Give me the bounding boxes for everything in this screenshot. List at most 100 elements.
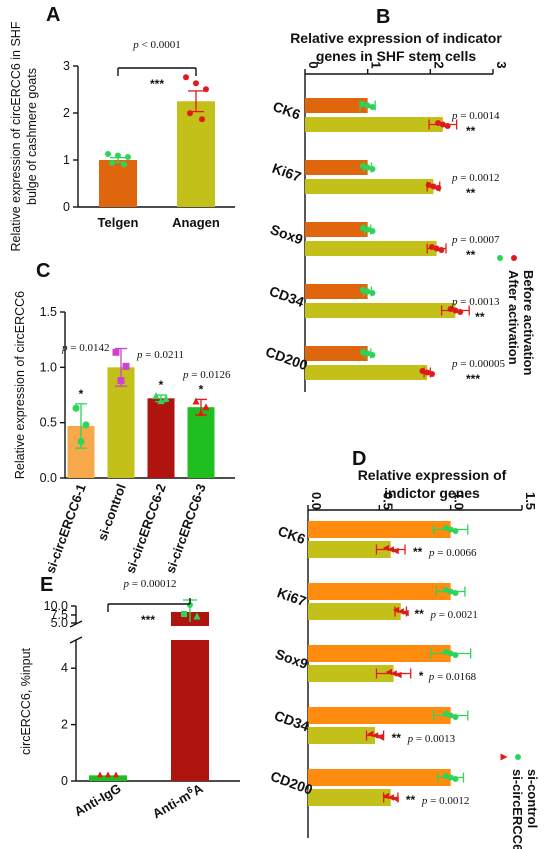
data-point	[193, 80, 199, 87]
data-point	[369, 228, 376, 234]
significance-mark: *	[419, 669, 424, 683]
y-tick-label: Ki67	[270, 160, 303, 185]
y-tick-label: CD34	[267, 283, 306, 310]
data-point	[162, 394, 170, 402]
legend-label: Before activation	[521, 270, 536, 376]
p-value: p = 0.0014	[451, 110, 500, 122]
p-value: p = 0.0013	[407, 733, 456, 745]
data-point	[115, 152, 121, 159]
y-tick-label: Sox9	[273, 646, 310, 673]
data-point	[447, 650, 454, 657]
bar	[187, 407, 215, 478]
p-value: p = 0.0066	[428, 547, 477, 559]
data-point	[157, 397, 165, 405]
chart-title: indictor genes	[384, 485, 480, 501]
x-tick-label: 1.0	[452, 492, 467, 510]
legend-marker	[497, 255, 503, 261]
data-point	[112, 348, 120, 356]
panel-a-chart: 0 1 2 3 Relative expression of circERCC6 in …	[9, 21, 235, 251]
data-point	[187, 110, 193, 117]
significance-mark: *	[79, 387, 84, 401]
y-tick-label: CD34	[272, 707, 311, 734]
bar	[305, 179, 434, 194]
data-point	[392, 547, 399, 555]
significance-mark: *	[199, 382, 204, 396]
legend-label: si-circERCC6	[510, 769, 525, 849]
legend-marker	[500, 753, 508, 761]
data-point	[442, 773, 449, 779]
x-tick-label: Telgen	[98, 215, 139, 230]
data-point	[77, 437, 85, 445]
data-point	[369, 352, 376, 358]
data-point	[438, 247, 445, 253]
bar	[305, 117, 443, 132]
y-tick-label: 2	[61, 718, 68, 732]
significance-mark: **	[466, 186, 476, 200]
data-point	[376, 733, 384, 741]
data-point	[447, 306, 454, 312]
data-point	[192, 397, 200, 405]
data-point	[392, 795, 399, 803]
data-point	[364, 226, 371, 233]
p-value: p = 0.0012	[421, 795, 469, 807]
data-point	[382, 792, 390, 800]
data-point	[442, 711, 449, 717]
data-point	[419, 368, 426, 374]
data-point	[442, 649, 449, 655]
panel-letter-b: B	[376, 6, 390, 28]
y-axis-label: circERCC6, %input	[19, 647, 33, 755]
data-point	[371, 732, 379, 739]
bar	[305, 346, 368, 361]
data-point	[369, 290, 376, 296]
x-tick-label: 0	[306, 61, 321, 68]
legend-label: After activation	[506, 270, 521, 365]
y-tick-label: 1	[63, 153, 70, 167]
data-point	[359, 349, 366, 355]
axis-break-mark	[69, 620, 83, 628]
y-tick-label: Ki67	[275, 584, 308, 609]
data-point	[203, 86, 209, 93]
data-point	[193, 612, 201, 620]
data-point	[385, 668, 392, 676]
data-point	[82, 421, 90, 429]
panel-c-chart: 0.0 0.5 1.0 1.5 Relative expression of circE…	[13, 291, 235, 575]
bar	[305, 222, 368, 237]
y-tick-label: 0	[61, 774, 68, 788]
panel-letter-c: C	[36, 260, 50, 282]
significance-mark: *	[159, 378, 164, 392]
significance-mark: **	[406, 793, 416, 807]
significance-mark: **	[466, 124, 476, 138]
data-point	[359, 101, 366, 107]
data-point	[125, 154, 131, 160]
y-tick-label: 3	[63, 59, 70, 73]
data-point	[429, 371, 435, 377]
legend-marker	[511, 255, 517, 261]
data-point	[442, 587, 449, 593]
data-point	[359, 287, 366, 293]
data-point	[447, 588, 454, 595]
data-point	[452, 652, 459, 658]
p-value: p = 0.0126	[182, 369, 231, 381]
data-point	[97, 771, 103, 778]
chart-title: genes in SHF stem cells	[316, 48, 476, 64]
data-point	[109, 160, 115, 166]
p-value: p = 0.00005	[451, 358, 505, 370]
data-point	[452, 528, 459, 534]
x-tick-label: Anti-IgG	[72, 781, 124, 820]
p-value: p = 0.0012	[451, 172, 499, 184]
bar	[308, 583, 451, 600]
data-point	[457, 309, 464, 315]
x-tick-label: si-control	[94, 482, 128, 543]
x-tick-label: Anagen	[172, 215, 220, 230]
p-value: p = 0.0021	[429, 609, 477, 621]
bar	[305, 365, 428, 380]
y-axis-label: bulge of cashmere goats	[25, 68, 39, 205]
data-point	[382, 544, 390, 552]
bar	[308, 769, 451, 786]
y-tick-label: 0.5	[40, 416, 57, 430]
p-value: p = 0.0013	[451, 296, 500, 308]
y-tick-label: 5.0	[51, 616, 68, 630]
data-point	[390, 670, 397, 677]
data-point	[444, 123, 451, 129]
